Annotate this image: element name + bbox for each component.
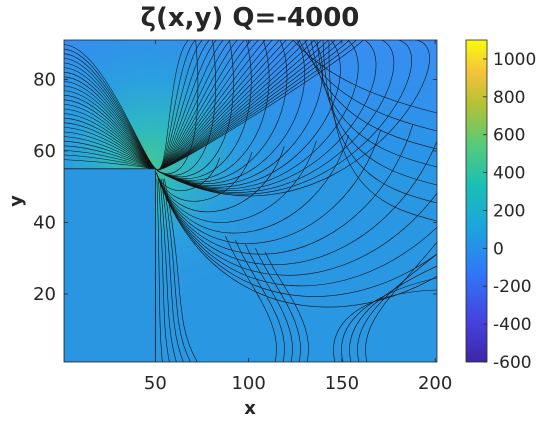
contour-line	[64, 40, 343, 171]
contour-line	[158, 178, 170, 362]
plot-frame	[63, 39, 438, 363]
contour-line	[161, 178, 184, 362]
contour-line	[328, 40, 437, 222]
contour-line	[156, 140, 437, 266]
contour-line	[157, 40, 234, 177]
x-axis-label: x	[244, 398, 256, 419]
contour-line	[159, 178, 177, 362]
contour-line	[156, 178, 163, 362]
obstacle-region	[64, 168, 156, 362]
x-tick-label: 150	[325, 373, 359, 394]
contour-line	[157, 40, 412, 195]
contour-line	[156, 172, 437, 308]
contour-line	[157, 40, 216, 176]
contour-line	[156, 157, 221, 191]
contour-line	[162, 178, 191, 362]
contour-line	[157, 40, 270, 181]
contour-line	[265, 251, 309, 362]
contour-plot-area	[64, 40, 437, 362]
contour-line	[341, 277, 437, 362]
contour-line	[245, 243, 293, 362]
contour-line	[292, 40, 437, 114]
colorbar-tick-label: -600	[493, 353, 532, 373]
contour-line	[225, 235, 277, 362]
contour-line	[322, 40, 437, 204]
y-tick-label: 60	[33, 141, 56, 162]
x-tick-label: 50	[144, 373, 167, 394]
x-axis-ticks: 50 100 150 200	[144, 40, 452, 394]
contour-line	[255, 247, 301, 362]
contour-lines	[64, 40, 437, 362]
chart-title: ζ(x,y) Q=-4000	[141, 3, 360, 33]
contour-line	[156, 123, 414, 255]
colorbar-tick-label: 1000	[493, 50, 536, 70]
y-axis-ticks: 20 40 60 80	[33, 69, 437, 305]
contour-line	[316, 40, 437, 186]
contour-line	[64, 40, 336, 171]
contour-line	[157, 40, 252, 179]
contour-line	[235, 239, 285, 362]
contour-line	[156, 129, 382, 244]
colorbar-tick-label: 400	[493, 164, 525, 184]
contour-line	[310, 40, 437, 168]
contour-line	[298, 40, 437, 132]
colorbar-tick-label: 0	[493, 239, 504, 259]
x-tick-label: 100	[231, 373, 265, 394]
contour-line	[164, 178, 198, 362]
contour-line	[157, 40, 377, 191]
contour-line	[157, 40, 394, 193]
y-tick-label: 40	[33, 212, 56, 233]
x-tick-label: 200	[418, 373, 452, 394]
y-tick-label: 20	[33, 284, 56, 305]
contour-line	[156, 140, 317, 223]
colorbar-tick-label: 600	[493, 126, 525, 146]
y-tick-label: 80	[33, 69, 56, 90]
contour-line	[157, 40, 199, 174]
contour-line	[357, 253, 437, 362]
colorbar-ticks: 1000 800 600 400 200 0 -200 -400 -600	[483, 50, 536, 373]
colorbar-tick-label: 800	[493, 88, 525, 108]
contour-line	[64, 40, 350, 171]
colorbar-tick-label: 200	[493, 201, 525, 221]
contour-line	[304, 40, 437, 150]
colorbar-tick-label: -200	[493, 277, 532, 297]
contour-line	[365, 241, 437, 362]
colorbar	[465, 39, 488, 363]
y-axis-label: y	[6, 195, 27, 207]
contour-line	[349, 265, 437, 362]
colorbar-tick-label: -400	[493, 315, 532, 335]
contour-line	[157, 40, 359, 190]
contour-line	[64, 40, 364, 171]
